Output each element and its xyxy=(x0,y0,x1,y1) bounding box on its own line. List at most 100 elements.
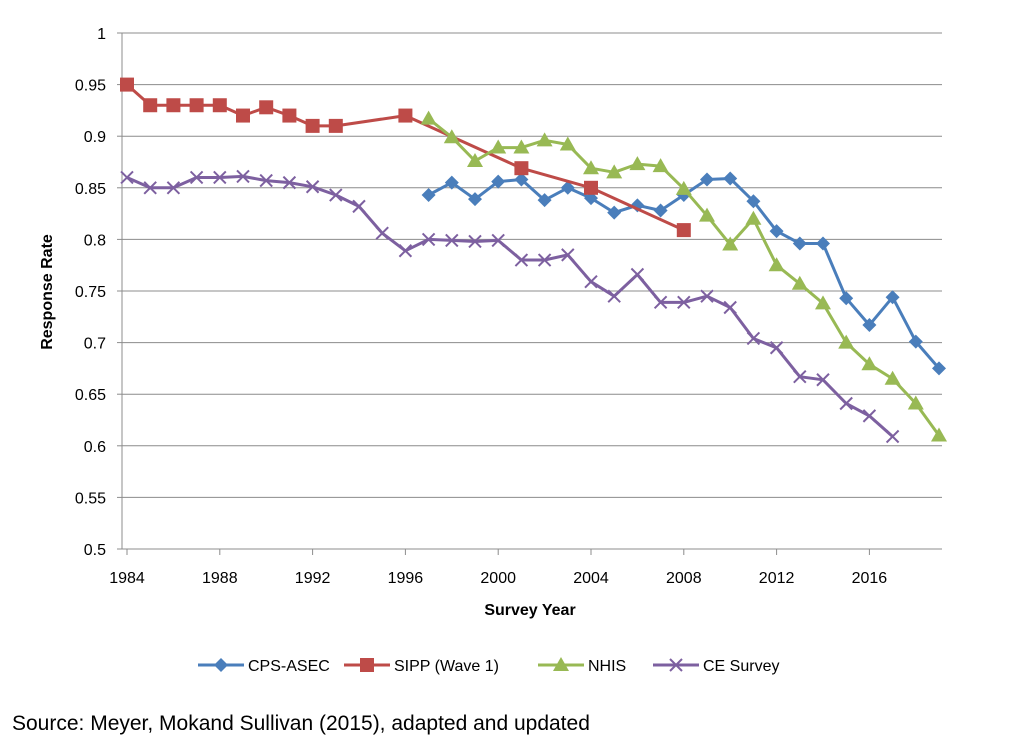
data-point xyxy=(792,236,807,251)
x-tick-label: 1996 xyxy=(388,570,424,587)
data-point xyxy=(584,275,598,289)
data-point xyxy=(398,108,413,123)
data-point xyxy=(143,181,157,195)
data-point xyxy=(421,232,436,247)
data-point xyxy=(514,253,529,267)
data-point xyxy=(816,373,830,387)
data-point xyxy=(607,289,621,303)
series-line xyxy=(126,83,685,232)
x-tick-label: 2004 xyxy=(573,570,609,587)
data-point xyxy=(444,175,459,190)
data-point xyxy=(932,361,946,376)
data-point xyxy=(166,181,181,195)
data-point xyxy=(537,193,552,208)
data-point xyxy=(838,334,855,349)
response-rate-chart: 0.5 0.55 0.6 0.65 0.7 0.75 0.8 0.85 0.9 0.95 1 198… xyxy=(39,26,947,675)
x-tick-label: 2016 xyxy=(852,570,888,587)
y-tick-label: 0.6 xyxy=(84,439,106,456)
data-point xyxy=(259,100,274,115)
data-point xyxy=(491,233,505,248)
data-point xyxy=(490,139,507,154)
data-point xyxy=(282,175,297,190)
y-tick-label: 0.65 xyxy=(75,387,106,404)
data-point xyxy=(677,295,691,310)
y-tick-label: 0.8 xyxy=(84,232,106,249)
data-point xyxy=(630,267,645,282)
x-tick-label: 2008 xyxy=(666,570,702,587)
data-point xyxy=(584,180,598,195)
data-point xyxy=(120,170,134,185)
legend-item-cps-asec: CPS-ASEC xyxy=(198,658,330,675)
y-tick-label: 0.95 xyxy=(75,78,106,95)
data-point xyxy=(467,152,483,167)
x-tick-label: 1988 xyxy=(202,570,238,587)
data-point xyxy=(607,205,622,220)
data-point xyxy=(652,158,669,173)
legend-label: NHIS xyxy=(588,658,626,675)
data-point xyxy=(908,334,923,349)
data-point xyxy=(491,174,506,189)
data-point xyxy=(768,257,785,272)
data-point xyxy=(305,180,320,194)
data-point xyxy=(398,244,413,258)
data-point xyxy=(746,194,761,209)
data-point xyxy=(862,318,877,333)
data-point xyxy=(443,129,460,144)
data-point xyxy=(931,427,947,442)
data-point xyxy=(236,169,250,184)
data-point xyxy=(420,110,437,125)
data-point xyxy=(514,172,529,187)
data-point xyxy=(769,224,784,239)
legend-marker xyxy=(669,658,683,672)
legend-label: CPS-ASEC xyxy=(248,658,330,675)
data-point xyxy=(352,199,366,214)
data-point xyxy=(723,171,738,186)
x-tick-label: 1992 xyxy=(295,570,331,587)
data-point xyxy=(723,300,737,315)
data-point xyxy=(559,136,576,151)
data-point xyxy=(189,170,204,185)
data-point xyxy=(861,356,878,371)
data-point xyxy=(885,429,900,444)
data-point xyxy=(676,223,691,238)
y-tick-label: 0.55 xyxy=(75,490,106,507)
data-point xyxy=(884,370,901,385)
data-point xyxy=(259,173,273,188)
x-tick-labels: 1984 1988 1992 1996 2000 2004 2008 2012 2016 xyxy=(109,570,887,587)
data-point xyxy=(746,331,761,346)
data-point xyxy=(629,156,646,171)
data-point xyxy=(793,369,807,384)
data-point xyxy=(375,226,389,240)
data-point xyxy=(212,98,227,113)
data-point xyxy=(189,98,204,113)
y-tick-label: 0.7 xyxy=(84,336,106,353)
gridlines xyxy=(122,32,942,498)
axes xyxy=(117,32,942,555)
data-point xyxy=(468,234,482,249)
data-point xyxy=(468,192,482,207)
series-nhis xyxy=(420,110,947,442)
data-point xyxy=(839,396,853,411)
y-tick-label: 0.75 xyxy=(75,284,106,301)
source-note: Source: Meyer, Mokand Sullivan (2015), a… xyxy=(12,712,590,735)
x-axis-title: Survey Year xyxy=(484,602,575,619)
data-point xyxy=(583,160,599,175)
data-point xyxy=(329,188,343,202)
data-point xyxy=(513,139,530,154)
data-point xyxy=(699,207,715,222)
data-point xyxy=(862,409,877,423)
y-tick-label: 0.9 xyxy=(84,129,106,146)
data-point xyxy=(445,233,459,248)
series-line xyxy=(126,174,894,438)
series-line xyxy=(427,117,941,437)
series-layer xyxy=(120,77,947,444)
data-point xyxy=(236,108,250,123)
data-point xyxy=(839,291,854,306)
series-cps-asec xyxy=(421,171,946,376)
data-point xyxy=(745,210,762,225)
data-point xyxy=(305,118,320,133)
data-point xyxy=(561,248,575,262)
data-point xyxy=(700,289,714,303)
data-point xyxy=(143,98,158,113)
data-point xyxy=(606,164,623,179)
